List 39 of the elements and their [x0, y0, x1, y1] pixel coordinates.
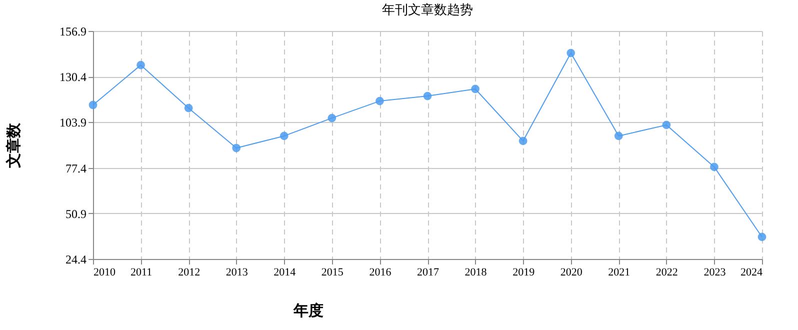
x-tick-label: 2015 [321, 266, 344, 278]
x-tick-label: 2020 [560, 266, 583, 278]
x-tick-label: 2019 [512, 266, 536, 278]
x-tick-label: 2012 [178, 266, 200, 278]
point [710, 162, 718, 172]
point [136, 60, 145, 70]
x-tick-label: 2022 [656, 266, 678, 278]
x-tick-label: 2010 [94, 266, 116, 278]
point [614, 132, 623, 140]
x-tick-label: 2017 [417, 266, 440, 278]
x-tick-label: 2011 [130, 266, 152, 278]
point [328, 114, 336, 122]
x-tick-label: 2018 [464, 266, 488, 278]
point [758, 232, 766, 242]
y-tick-label: 77.4 [66, 161, 86, 176]
point [88, 100, 98, 110]
point [662, 120, 671, 130]
y-tick-label: 24.4 [66, 252, 86, 266]
point [566, 48, 576, 58]
point [376, 96, 384, 106]
point [232, 144, 241, 152]
x-tick-label: 2021 [608, 266, 630, 278]
point [280, 132, 288, 140]
chart-title: 年刊文章数趋势 [382, 2, 473, 17]
x-tick-label: 2024 [740, 266, 763, 278]
x-axis-title: 年度 [292, 302, 324, 320]
y-axis-title: 文章数 [4, 122, 22, 169]
x-tick-label: 2014 [274, 266, 296, 278]
x-tick-label: 2013 [226, 266, 248, 278]
point [518, 136, 528, 146]
point [423, 92, 432, 100]
y-tick-label: 130.4 [60, 70, 86, 84]
x-tick-label: 2023 [704, 266, 726, 278]
y-tick-label: 103.9 [60, 116, 86, 130]
y-tick-label: 156.9 [60, 24, 86, 38]
point [184, 104, 193, 112]
x-tick-label: 2016 [369, 266, 392, 278]
y-tick-label: 50.9 [66, 206, 86, 221]
point [471, 84, 480, 94]
